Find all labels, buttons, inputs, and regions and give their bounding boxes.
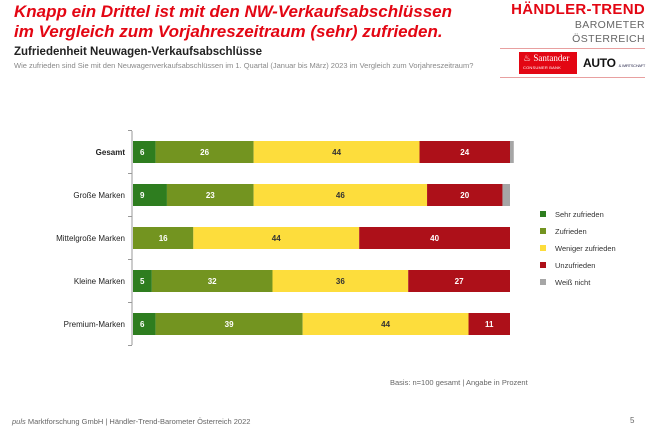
- footer-source: puls Marktforschung GmbH | Händler-Trend…: [12, 417, 250, 426]
- chart-title: Zufriedenheit Neuwagen-Verkaufsabschlüss…: [14, 46, 262, 58]
- legend-swatch: [540, 262, 546, 268]
- category-label: Kleine Marken: [74, 277, 125, 286]
- bar-segment-weniger-zufrieden: [193, 227, 360, 249]
- data-label: 39: [225, 320, 234, 329]
- logo-sub: BAROMETER ÖSTERREICH: [500, 18, 645, 49]
- santander-sub: CONSUMER BANK: [523, 65, 561, 70]
- bar-segment-unzufrieden: [427, 184, 503, 206]
- data-label: 44: [381, 320, 390, 329]
- bar-segment-sehr-zufrieden: [133, 184, 167, 206]
- bar-segment-zufrieden: [166, 184, 254, 206]
- legend-label: Weiß nicht: [555, 278, 591, 287]
- data-label: 24: [460, 148, 469, 157]
- legend-swatch: [540, 279, 546, 285]
- data-label: 20: [460, 191, 469, 200]
- auto-label: AUTO: [583, 56, 616, 70]
- bar-segment-weiß-nicht: [510, 141, 514, 163]
- auto-sub: & WIRTSCHAFT: [618, 63, 646, 68]
- footer-source-italic: puls: [12, 417, 26, 426]
- bar-segment-weniger-zufrieden: [253, 141, 420, 163]
- footer-source-text: Marktforschung GmbH | Händler-Trend-Baro…: [25, 417, 251, 426]
- bar-segment-zufrieden: [133, 227, 194, 249]
- data-label: 27: [455, 277, 464, 286]
- headline: Knapp ein Drittel ist mit den NW-Verkauf…: [14, 2, 452, 41]
- partner-logos: ♨ Santander CONSUMER BANK AUTO & WIRTSCH…: [500, 52, 645, 74]
- data-label: 36: [336, 277, 345, 286]
- data-label: 5: [140, 277, 145, 286]
- legend-label: Zufrieden: [555, 227, 587, 236]
- data-label: 26: [200, 148, 209, 157]
- santander-label: Santander: [533, 53, 570, 63]
- data-label: 32: [208, 277, 217, 286]
- auto-wirtschaft-logo: AUTO & WIRTSCHAFT: [583, 56, 645, 70]
- haendler-trend-logo: HÄNDLER-TREND BAROMETER ÖSTERREICH ♨ San…: [500, 2, 645, 78]
- page-number: 5: [630, 416, 635, 425]
- bar-segment-sehr-zufrieden: [133, 141, 156, 163]
- legend-swatch: [540, 228, 546, 234]
- bar-segment-unzufrieden: [419, 141, 510, 163]
- category-label: Große Marken: [73, 191, 125, 200]
- bar-segment-zufrieden: [151, 270, 273, 292]
- legend-label: Weniger zufrieden: [555, 244, 616, 253]
- data-label: 23: [206, 191, 215, 200]
- bar-segment-weiß-nicht: [502, 184, 510, 206]
- bar-segment-sehr-zufrieden: [133, 313, 156, 335]
- category-label: Gesamt: [96, 148, 126, 157]
- legend-swatch: [540, 211, 546, 217]
- bar-segment-weniger-zufrieden: [253, 184, 428, 206]
- data-label: 6: [140, 320, 145, 329]
- bar-segment-unzufrieden: [468, 313, 510, 335]
- data-label: 9: [140, 191, 145, 200]
- data-label: 16: [159, 234, 168, 243]
- santander-flame-icon: ♨: [523, 53, 532, 63]
- data-label: 40: [430, 234, 439, 243]
- bar-segment-sehr-zufrieden: [133, 270, 152, 292]
- legend-label: Unzufrieden: [555, 261, 595, 270]
- data-label: 46: [336, 191, 345, 200]
- basis-note: Basis: n=100 gesamt | Angabe in Prozent: [390, 378, 528, 387]
- bar-segment-zufrieden: [155, 313, 303, 335]
- logo-brand: HÄNDLER-TREND: [511, 1, 645, 18]
- chart-subtitle: Wie zufrieden sind Sie mit den Neuwagenv…: [14, 61, 474, 70]
- bar-segment-weniger-zufrieden: [302, 313, 469, 335]
- bar-segment-unzufrieden: [408, 270, 510, 292]
- santander-logo: ♨ Santander CONSUMER BANK: [519, 52, 578, 74]
- logo-rule: [500, 77, 645, 78]
- bar-segment-weniger-zufrieden: [272, 270, 409, 292]
- data-label: 6: [140, 148, 145, 157]
- bar-segment-zufrieden: [155, 141, 254, 163]
- legend-swatch: [540, 245, 546, 251]
- data-label: 44: [332, 148, 341, 157]
- category-label: Mittelgroße Marken: [56, 234, 125, 243]
- bar-segment-unzufrieden: [359, 227, 510, 249]
- data-label: 11: [485, 320, 494, 329]
- legend-label: Sehr zufrieden: [555, 210, 604, 219]
- data-label: 44: [272, 234, 281, 243]
- category-label: Premium-Marken: [64, 320, 125, 329]
